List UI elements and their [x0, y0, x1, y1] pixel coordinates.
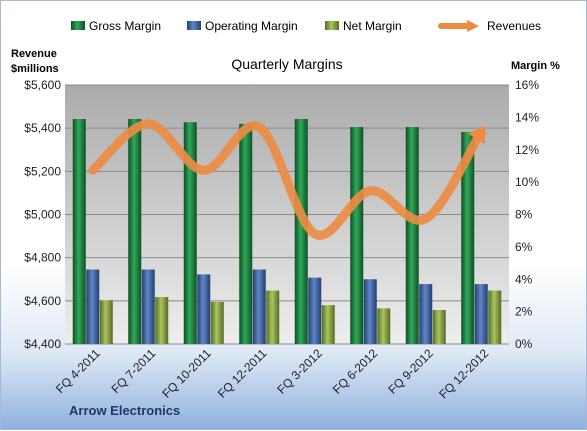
bar-operating-margin: [364, 279, 377, 344]
legend-label-net: Net Margin: [343, 19, 402, 33]
bar-net-margin: [377, 308, 390, 344]
bar-operating-margin: [475, 284, 488, 344]
left-axis-ticks: $4,400 $4,600 $4,800 $5,000 $5,200 $5,400 $5,6…: [24, 78, 61, 351]
bar-net-margin: [155, 297, 168, 344]
x-tick-label: FQ 3-2012: [274, 346, 325, 397]
x-tick-label: FQ 9-2012: [385, 346, 436, 397]
legend-arrowhead-revenues: [467, 20, 479, 32]
right-tick-label: 16%: [515, 78, 539, 92]
left-tick-label: $5,600: [24, 78, 61, 92]
legend-swatch-operating: [187, 21, 201, 30]
bar-net-margin: [322, 305, 335, 344]
legend-label-gross: Gross Margin: [89, 19, 161, 33]
bar-net-margin: [433, 310, 446, 344]
left-axis-title-line2: $millions: [11, 63, 59, 75]
left-tick-label: $5,000: [24, 208, 61, 222]
right-tick-label: 10%: [515, 175, 539, 189]
x-tick-label: FQ 6-2012: [330, 346, 381, 397]
bar-net-margin: [100, 300, 113, 344]
chart-title: Quarterly Margins: [231, 56, 342, 72]
legend-label-revenues: Revenues: [487, 19, 541, 33]
bar-gross-margin: [73, 119, 86, 344]
bar-operating-margin: [419, 284, 432, 344]
left-tick-label: $4,400: [24, 337, 61, 351]
right-tick-label: 4%: [515, 272, 533, 286]
left-tick-label: $5,400: [24, 121, 61, 135]
bar-operating-margin: [142, 270, 155, 344]
x-tick-label: FQ 4-2011: [53, 346, 103, 396]
right-tick-label: 6%: [515, 240, 533, 254]
legend: Gross Margin Operating Margin Net Margin…: [71, 19, 541, 33]
right-axis-title: Margin %: [511, 60, 560, 72]
x-tick-label: FQ 12-2012: [436, 346, 491, 401]
x-tick-label: FQ 10-2011: [159, 346, 214, 401]
bar-operating-margin: [86, 270, 99, 344]
x-tick-label: FQ 12-2011: [215, 346, 270, 401]
x-tick-label: FQ 7-2011: [109, 346, 159, 396]
right-tick-label: 2%: [515, 305, 533, 319]
bar-net-margin: [488, 291, 501, 344]
bar-gross-margin: [406, 127, 419, 344]
right-axis-ticks: 0% 2% 4% 6% 8% 10% 12% 14% 16%: [515, 78, 539, 351]
bar-net-margin: [211, 302, 224, 344]
right-tick-label: 12%: [515, 143, 539, 157]
left-tick-label: $5,200: [24, 164, 61, 178]
bar-net-margin: [266, 291, 279, 344]
bar-operating-margin: [197, 274, 210, 344]
left-axis-title-line1: Revenue: [11, 48, 57, 60]
chart-footer: Arrow Electronics: [69, 403, 180, 418]
right-tick-label: 14%: [515, 110, 539, 124]
left-tick-label: $4,600: [24, 294, 61, 308]
right-tick-label: 0%: [515, 337, 533, 351]
legend-swatch-gross: [71, 21, 85, 30]
left-tick-label: $4,800: [24, 251, 61, 265]
bar-operating-margin: [253, 270, 266, 344]
bar-gross-margin: [128, 119, 141, 344]
bar-operating-margin: [308, 278, 321, 344]
bar-gross-margin: [350, 127, 363, 344]
bar-gross-margin: [239, 124, 252, 344]
right-tick-label: 8%: [515, 208, 533, 222]
legend-label-operating: Operating Margin: [205, 19, 298, 33]
legend-swatch-net: [325, 21, 339, 30]
